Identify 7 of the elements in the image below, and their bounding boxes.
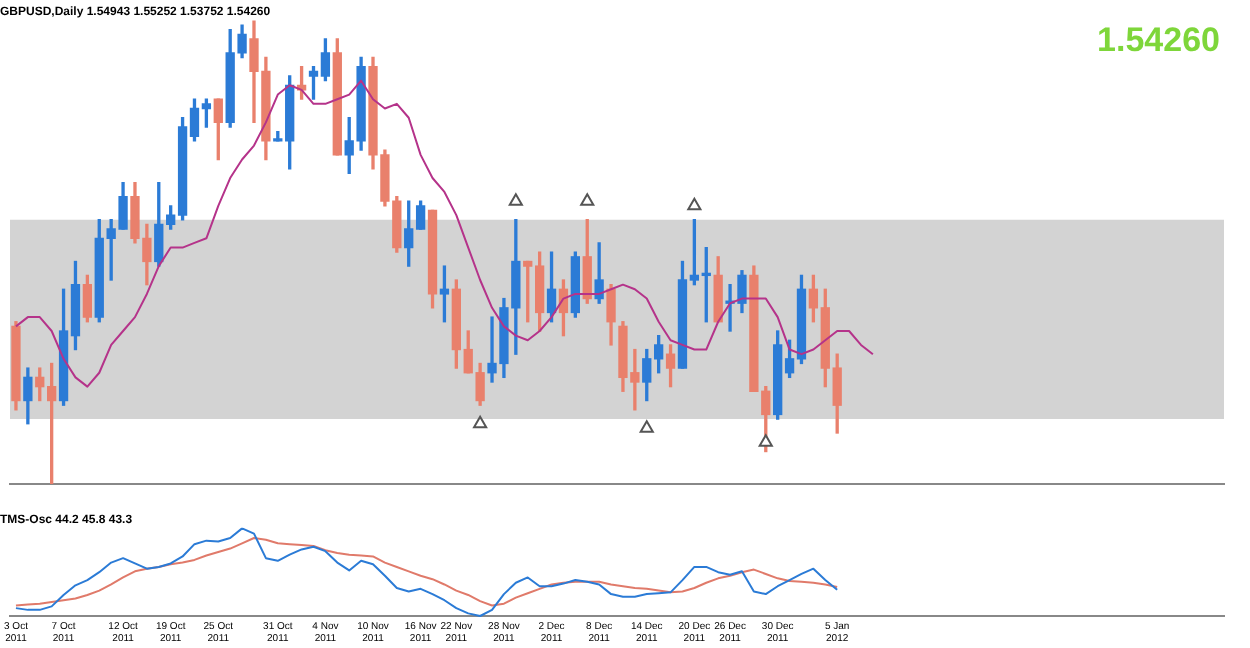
point <box>508 193 523 206</box>
point <box>639 420 654 433</box>
point <box>758 434 773 447</box>
point <box>687 197 702 211</box>
point <box>580 193 595 206</box>
annotation: 1.54260 <box>1097 20 1220 59</box>
point <box>473 415 488 429</box>
